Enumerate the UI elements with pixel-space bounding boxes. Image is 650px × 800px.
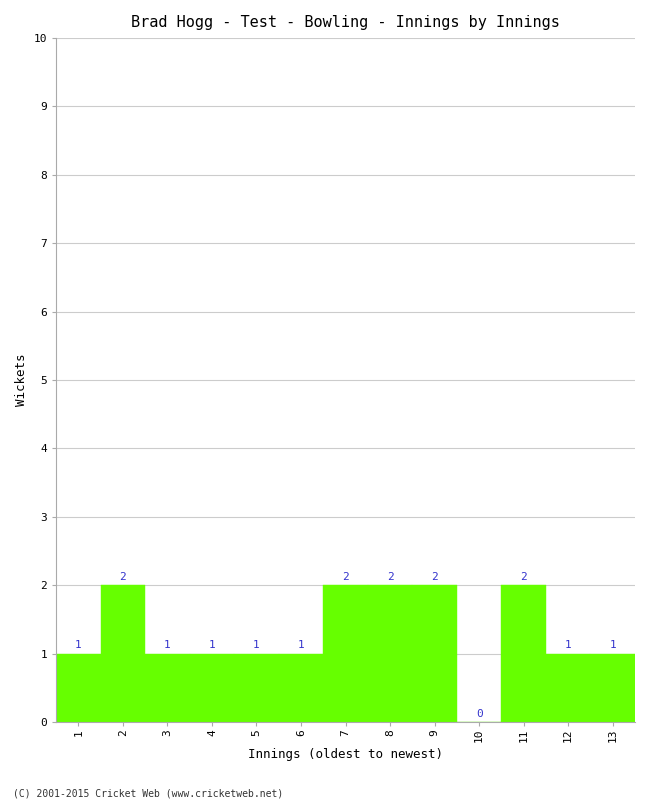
- Text: 1: 1: [298, 640, 304, 650]
- X-axis label: Innings (oldest to newest): Innings (oldest to newest): [248, 748, 443, 761]
- Bar: [323, 586, 368, 722]
- Bar: [501, 586, 546, 722]
- Text: 2: 2: [387, 572, 393, 582]
- Text: 0: 0: [476, 709, 482, 718]
- Text: 2: 2: [120, 572, 126, 582]
- Title: Brad Hogg - Test - Bowling - Innings by Innings: Brad Hogg - Test - Bowling - Innings by …: [131, 15, 560, 30]
- Text: 2: 2: [431, 572, 438, 582]
- Bar: [412, 586, 457, 722]
- Text: 1: 1: [609, 640, 616, 650]
- Bar: [368, 586, 412, 722]
- Text: 1: 1: [253, 640, 260, 650]
- Bar: [190, 654, 234, 722]
- Bar: [546, 654, 590, 722]
- Text: (C) 2001-2015 Cricket Web (www.cricketweb.net): (C) 2001-2015 Cricket Web (www.cricketwe…: [13, 788, 283, 798]
- Bar: [145, 654, 190, 722]
- Text: 1: 1: [209, 640, 215, 650]
- Text: 1: 1: [565, 640, 571, 650]
- Bar: [234, 654, 279, 722]
- Bar: [279, 654, 323, 722]
- Bar: [101, 586, 145, 722]
- Text: 1: 1: [164, 640, 171, 650]
- Text: 1: 1: [75, 640, 82, 650]
- Y-axis label: Wickets: Wickets: [15, 354, 28, 406]
- Text: 2: 2: [520, 572, 527, 582]
- Bar: [56, 654, 101, 722]
- Text: 2: 2: [342, 572, 349, 582]
- Bar: [590, 654, 635, 722]
